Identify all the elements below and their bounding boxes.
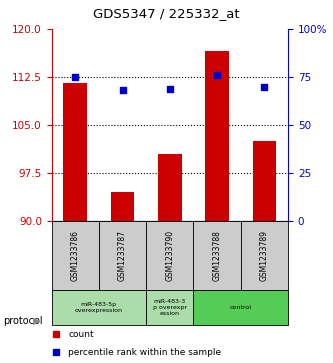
Bar bbox=[193, 290, 288, 325]
Bar bbox=[52, 221, 99, 290]
Bar bbox=[252, 141, 276, 221]
Text: protocol: protocol bbox=[3, 316, 43, 326]
Bar bbox=[64, 83, 87, 221]
Point bbox=[214, 72, 220, 78]
Point bbox=[262, 84, 267, 90]
Text: GSM1233788: GSM1233788 bbox=[212, 230, 222, 281]
Bar bbox=[241, 221, 288, 290]
Bar bbox=[146, 290, 193, 325]
Text: GSM1233786: GSM1233786 bbox=[71, 230, 80, 281]
Point bbox=[120, 87, 125, 93]
Bar bbox=[99, 221, 146, 290]
Text: ▶: ▶ bbox=[33, 316, 41, 326]
Text: GSM1233787: GSM1233787 bbox=[118, 230, 127, 281]
Bar bbox=[158, 154, 182, 221]
Text: GDS5347 / 225332_at: GDS5347 / 225332_at bbox=[93, 7, 240, 20]
Text: count: count bbox=[68, 330, 94, 339]
Bar bbox=[146, 221, 193, 290]
Point bbox=[167, 86, 172, 91]
Text: miR-483-5p
overexpression: miR-483-5p overexpression bbox=[75, 302, 123, 313]
Text: control: control bbox=[230, 305, 252, 310]
Bar bbox=[111, 192, 134, 221]
Bar bbox=[52, 290, 146, 325]
Text: miR-483-3
p overexpr
ession: miR-483-3 p overexpr ession bbox=[153, 299, 187, 316]
Bar bbox=[205, 52, 229, 221]
Text: GSM1233790: GSM1233790 bbox=[165, 230, 174, 281]
Bar bbox=[193, 221, 241, 290]
Text: GSM1233789: GSM1233789 bbox=[260, 230, 269, 281]
Point bbox=[73, 74, 78, 80]
Text: percentile rank within the sample: percentile rank within the sample bbox=[68, 348, 221, 357]
